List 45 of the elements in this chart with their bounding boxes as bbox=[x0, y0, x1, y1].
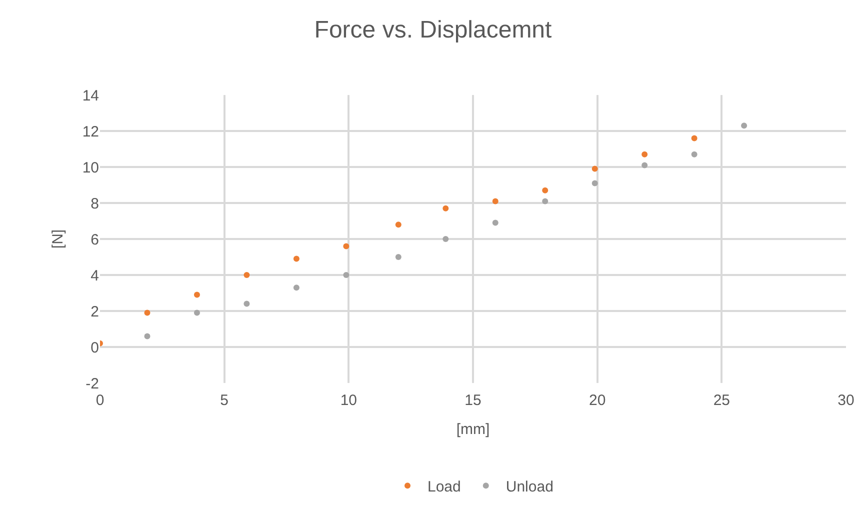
legend-label: Unload bbox=[506, 478, 554, 496]
point bbox=[492, 220, 498, 226]
point bbox=[395, 222, 402, 228]
point bbox=[293, 256, 300, 262]
point bbox=[343, 243, 350, 250]
point bbox=[542, 187, 548, 194]
y-tick-label: 2 bbox=[90, 303, 99, 320]
y-tick-label: 0 bbox=[90, 339, 99, 356]
x-tick-label: 10 bbox=[340, 392, 358, 409]
y-tick-label: 10 bbox=[82, 159, 99, 176]
y-tick-label: 6 bbox=[90, 231, 99, 248]
y-axis-title: [N] bbox=[50, 229, 67, 249]
x-tick-label: 25 bbox=[713, 392, 730, 409]
y-tick-label: 14 bbox=[82, 87, 99, 104]
y-tick-label: 4 bbox=[90, 267, 99, 284]
y-tick-label: -2 bbox=[86, 375, 99, 392]
y-tick-label: 12 bbox=[82, 123, 99, 140]
point bbox=[592, 166, 598, 172]
point bbox=[144, 310, 150, 316]
point bbox=[442, 236, 449, 242]
point bbox=[741, 122, 748, 129]
point bbox=[293, 284, 300, 291]
point bbox=[492, 198, 498, 204]
point bbox=[244, 300, 250, 307]
point bbox=[691, 151, 698, 158]
x-tick-label: 30 bbox=[838, 392, 854, 409]
x-axis-title: [mm] bbox=[456, 421, 490, 438]
point bbox=[642, 162, 648, 168]
chart-title: Force vs. Displacemnt bbox=[314, 16, 552, 44]
point bbox=[144, 333, 150, 340]
point bbox=[442, 205, 449, 212]
point bbox=[343, 272, 350, 278]
point bbox=[194, 310, 200, 316]
x-tick-label: 20 bbox=[588, 392, 606, 409]
point bbox=[542, 198, 548, 204]
point bbox=[395, 254, 402, 260]
point bbox=[592, 180, 598, 186]
legend-label: Load bbox=[428, 478, 461, 496]
point bbox=[244, 272, 250, 278]
x-tick-label: 5 bbox=[220, 392, 228, 409]
point bbox=[194, 292, 200, 298]
point bbox=[642, 151, 648, 158]
y-tick-label: 8 bbox=[90, 195, 99, 212]
x-tick-label: 15 bbox=[464, 392, 482, 409]
point bbox=[691, 135, 698, 142]
